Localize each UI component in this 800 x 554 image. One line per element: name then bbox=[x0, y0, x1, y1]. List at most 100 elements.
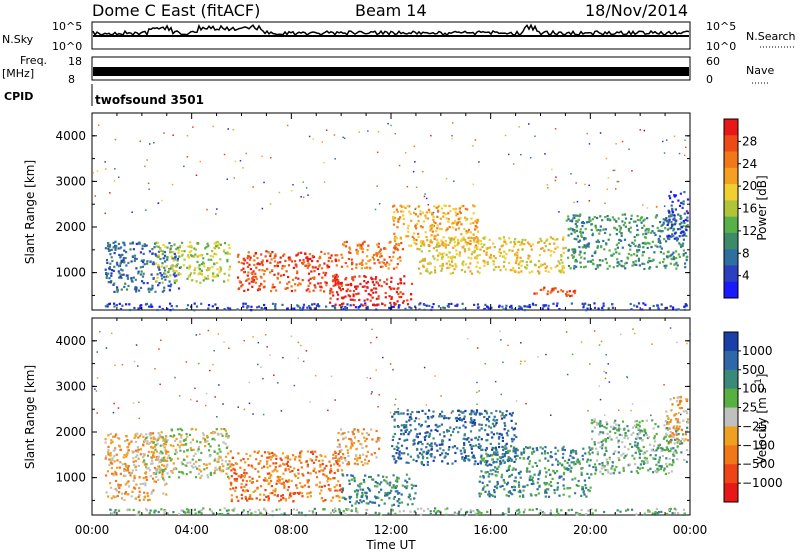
vel-echo-cell bbox=[229, 488, 232, 491]
vel-echo-cell bbox=[340, 448, 343, 452]
power-echo-cell bbox=[379, 248, 383, 251]
power-echo-cell bbox=[684, 303, 687, 306]
vel-echo-cell bbox=[322, 508, 325, 511]
power-echo-cell bbox=[429, 240, 432, 243]
vel-echo-cell bbox=[240, 474, 243, 477]
vel-echo-cell bbox=[200, 470, 203, 473]
power-echo-cell bbox=[467, 230, 470, 233]
vel-echo-cell bbox=[343, 431, 346, 435]
power-echo-cell bbox=[399, 236, 402, 239]
power-echo-cell bbox=[321, 276, 324, 279]
vel-echo-cell bbox=[218, 465, 222, 469]
vel-echo-cell bbox=[149, 475, 152, 478]
power-echo-cell bbox=[437, 206, 440, 209]
power-echo-cell bbox=[307, 272, 311, 275]
power-echo-cell bbox=[269, 253, 272, 256]
power-echo-cell bbox=[460, 233, 463, 236]
power-echo-cell bbox=[414, 224, 418, 227]
power-echo-cell bbox=[134, 278, 137, 281]
vel-echo-cell bbox=[178, 470, 181, 474]
power-echo-cell bbox=[388, 286, 391, 289]
power-echo-cell bbox=[579, 213, 582, 216]
power-echo-cell bbox=[358, 262, 361, 265]
vel-echo-cell bbox=[601, 442, 604, 445]
power-echo-cell bbox=[566, 290, 569, 293]
power-echo-cell bbox=[543, 249, 546, 252]
vel-echo-cell bbox=[268, 476, 271, 479]
vel-echo-cell bbox=[325, 475, 328, 478]
vel-echo-cell bbox=[239, 459, 242, 462]
vel-echo-cell bbox=[204, 440, 207, 443]
vel-echo-cell bbox=[175, 450, 178, 453]
power-echo-cell bbox=[202, 261, 205, 264]
power-echo-cell bbox=[587, 242, 590, 246]
power-echo-cell bbox=[676, 228, 680, 231]
power-sparse-echo bbox=[215, 213, 217, 215]
vel-echo-cell bbox=[523, 485, 526, 488]
vel-echo-cell bbox=[430, 442, 433, 445]
vel-echo-cell bbox=[118, 437, 121, 440]
power-sparse-echo bbox=[570, 173, 572, 175]
vel-echo-cell bbox=[570, 508, 573, 511]
power-echo-cell bbox=[570, 254, 574, 257]
power-echo-cell bbox=[247, 271, 250, 274]
vel-echo-cell bbox=[543, 481, 546, 485]
power-echo-cell bbox=[394, 245, 397, 248]
vel-echo-cell bbox=[570, 449, 573, 452]
power-echo-cell bbox=[244, 302, 247, 305]
vel-echo-cell bbox=[281, 452, 284, 455]
vel-echo-cell bbox=[596, 453, 599, 456]
vel-echo-cell bbox=[138, 494, 141, 497]
vel-echo-cell bbox=[497, 442, 501, 445]
power-echo-cell bbox=[180, 254, 184, 257]
vel-echo-cell bbox=[354, 502, 357, 505]
vel-echo-cell bbox=[396, 490, 399, 493]
power-echo-cell bbox=[638, 245, 641, 248]
power-echo-cell bbox=[437, 209, 440, 212]
power-echo-cell bbox=[173, 271, 176, 274]
vel-echo-cell bbox=[356, 511, 359, 514]
power-echo-cell bbox=[580, 256, 583, 259]
power-echo-cell bbox=[441, 243, 444, 246]
power-echo-cell bbox=[571, 248, 574, 251]
vel-echo-cell bbox=[420, 461, 423, 464]
power-echo-cell bbox=[402, 214, 405, 217]
power-echo-cell bbox=[360, 244, 363, 247]
power-echo-cell bbox=[560, 254, 563, 257]
vel-echo-cell bbox=[396, 480, 399, 483]
vel-echo-cell bbox=[156, 457, 159, 460]
power-echo-cell bbox=[341, 256, 344, 259]
vel-echo-cell bbox=[445, 416, 448, 420]
power-echo-cell bbox=[671, 200, 674, 203]
power-echo-cell bbox=[215, 244, 218, 248]
vel-echo-cell bbox=[356, 463, 359, 466]
power-echo-cell bbox=[503, 239, 506, 242]
power-echo-cell bbox=[113, 244, 117, 247]
vel-echo-cell bbox=[236, 462, 239, 466]
vel-echo-cell bbox=[569, 487, 572, 490]
vel-echo-cell bbox=[121, 492, 124, 495]
vel-echo-cell bbox=[547, 459, 550, 462]
vel-echo-cell bbox=[194, 465, 197, 468]
power-echo-cell bbox=[537, 260, 541, 263]
power-echo-cell bbox=[371, 296, 374, 299]
power-echo-cell bbox=[159, 272, 162, 275]
power-colorbar-tick-label: 20 bbox=[742, 179, 757, 193]
power-echo-cell bbox=[402, 222, 405, 226]
power-echo-cell bbox=[439, 253, 442, 256]
vel-echo-cell bbox=[299, 451, 302, 454]
power-echo-cell bbox=[408, 210, 411, 213]
vel-echo-cell bbox=[315, 484, 318, 487]
power-echo-cell bbox=[393, 287, 396, 290]
vel-echo-cell bbox=[369, 475, 372, 478]
vel-echo-cell bbox=[666, 428, 669, 431]
vel-echo-cell bbox=[438, 443, 441, 446]
vel-echo-cell bbox=[513, 434, 516, 437]
power-echo-cell bbox=[473, 238, 476, 241]
power-echo-cell bbox=[683, 308, 686, 311]
vel-echo-cell bbox=[338, 489, 341, 492]
power-echo-cell bbox=[164, 272, 167, 275]
power-echo-cell bbox=[675, 250, 678, 253]
vel-echo-cell bbox=[617, 445, 620, 448]
vel-echo-cell bbox=[406, 409, 409, 412]
